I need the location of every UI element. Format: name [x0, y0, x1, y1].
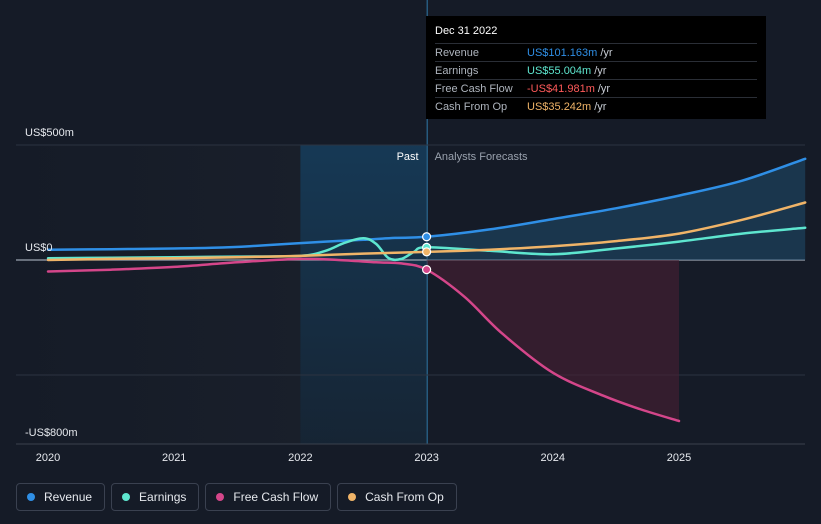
- legend-dot-icon: [122, 493, 131, 501]
- tooltip-row-cash-from-op: Cash From Op US$35.242m /yr: [435, 97, 757, 115]
- revenue-line: [46, 157, 807, 251]
- cash-from-op-point: [422, 247, 432, 257]
- tooltip-date: Dec 31 2022: [435, 25, 498, 37]
- x-axis-label: 2023: [414, 452, 438, 464]
- legend-dot-icon: [27, 493, 35, 501]
- tooltip-value: -US$41.981m: [527, 82, 595, 95]
- legend-dot-icon: [348, 493, 357, 501]
- free-cash-flow-line: [46, 257, 681, 423]
- revenue-point: [422, 232, 432, 242]
- legend-label: Free Cash Flow: [233, 490, 319, 504]
- tooltip-value: US$55.004m: [527, 64, 592, 77]
- tooltip-value: US$35.242m: [527, 100, 592, 113]
- tooltip-unit: /yr: [600, 46, 613, 59]
- tooltip-value: US$101.163m: [527, 46, 598, 59]
- tooltip-label: Free Cash Flow: [435, 82, 513, 95]
- y-axis-label: -US$800m: [25, 427, 78, 439]
- past-label: Past: [397, 151, 419, 163]
- tooltip-unit: /yr: [597, 82, 611, 95]
- tooltip-row-free-cash-flow: Free Cash Flow -US$41.981m /yr: [435, 79, 757, 97]
- tooltip-label: Revenue: [435, 46, 480, 59]
- x-axis-label: 2025: [667, 452, 691, 464]
- tooltip-unit: /yr: [594, 100, 607, 113]
- forecast-label: Analysts Forecasts: [435, 151, 528, 163]
- highlight-region: [300, 145, 427, 444]
- tooltip-label: Cash From Op: [435, 100, 508, 113]
- free-cash-flow-point: [422, 265, 432, 275]
- legend-label: Cash From Op: [365, 490, 444, 504]
- x-axis-label: 2024: [541, 452, 565, 464]
- x-axis-label: 2020: [36, 452, 60, 464]
- tooltip-label: Earnings: [435, 64, 479, 77]
- legend-dot-icon: [216, 493, 225, 501]
- tooltip-row-earnings: Earnings US$55.004m /yr: [435, 61, 757, 79]
- legend: Revenue Earnings Free Cash Flow Cash Fro…: [16, 483, 457, 511]
- y-axis-label: US$0: [25, 242, 53, 254]
- tooltip-row-revenue: Revenue US$101.163m /yr: [435, 43, 757, 61]
- x-axis-label: 2022: [288, 452, 312, 464]
- legend-label: Revenue: [44, 490, 93, 504]
- tooltip: Dec 31 2022 Revenue US$101.163m /yr Earn…: [426, 16, 766, 119]
- legend-label: Earnings: [139, 490, 187, 504]
- x-axis-label: 2021: [162, 452, 186, 464]
- legend-item-earnings[interactable]: Earnings: [111, 483, 200, 511]
- legend-item-cash-from-op[interactable]: Cash From Op: [337, 483, 457, 511]
- divider-line: [426, 0, 428, 444]
- legend-item-revenue[interactable]: Revenue: [16, 483, 106, 511]
- legend-item-free-cash-flow[interactable]: Free Cash Flow: [205, 483, 332, 511]
- free-cash-flow-forecast-area: [426, 260, 679, 421]
- y-axis-label: US$500m: [25, 127, 74, 139]
- tooltip-unit: /yr: [594, 64, 607, 77]
